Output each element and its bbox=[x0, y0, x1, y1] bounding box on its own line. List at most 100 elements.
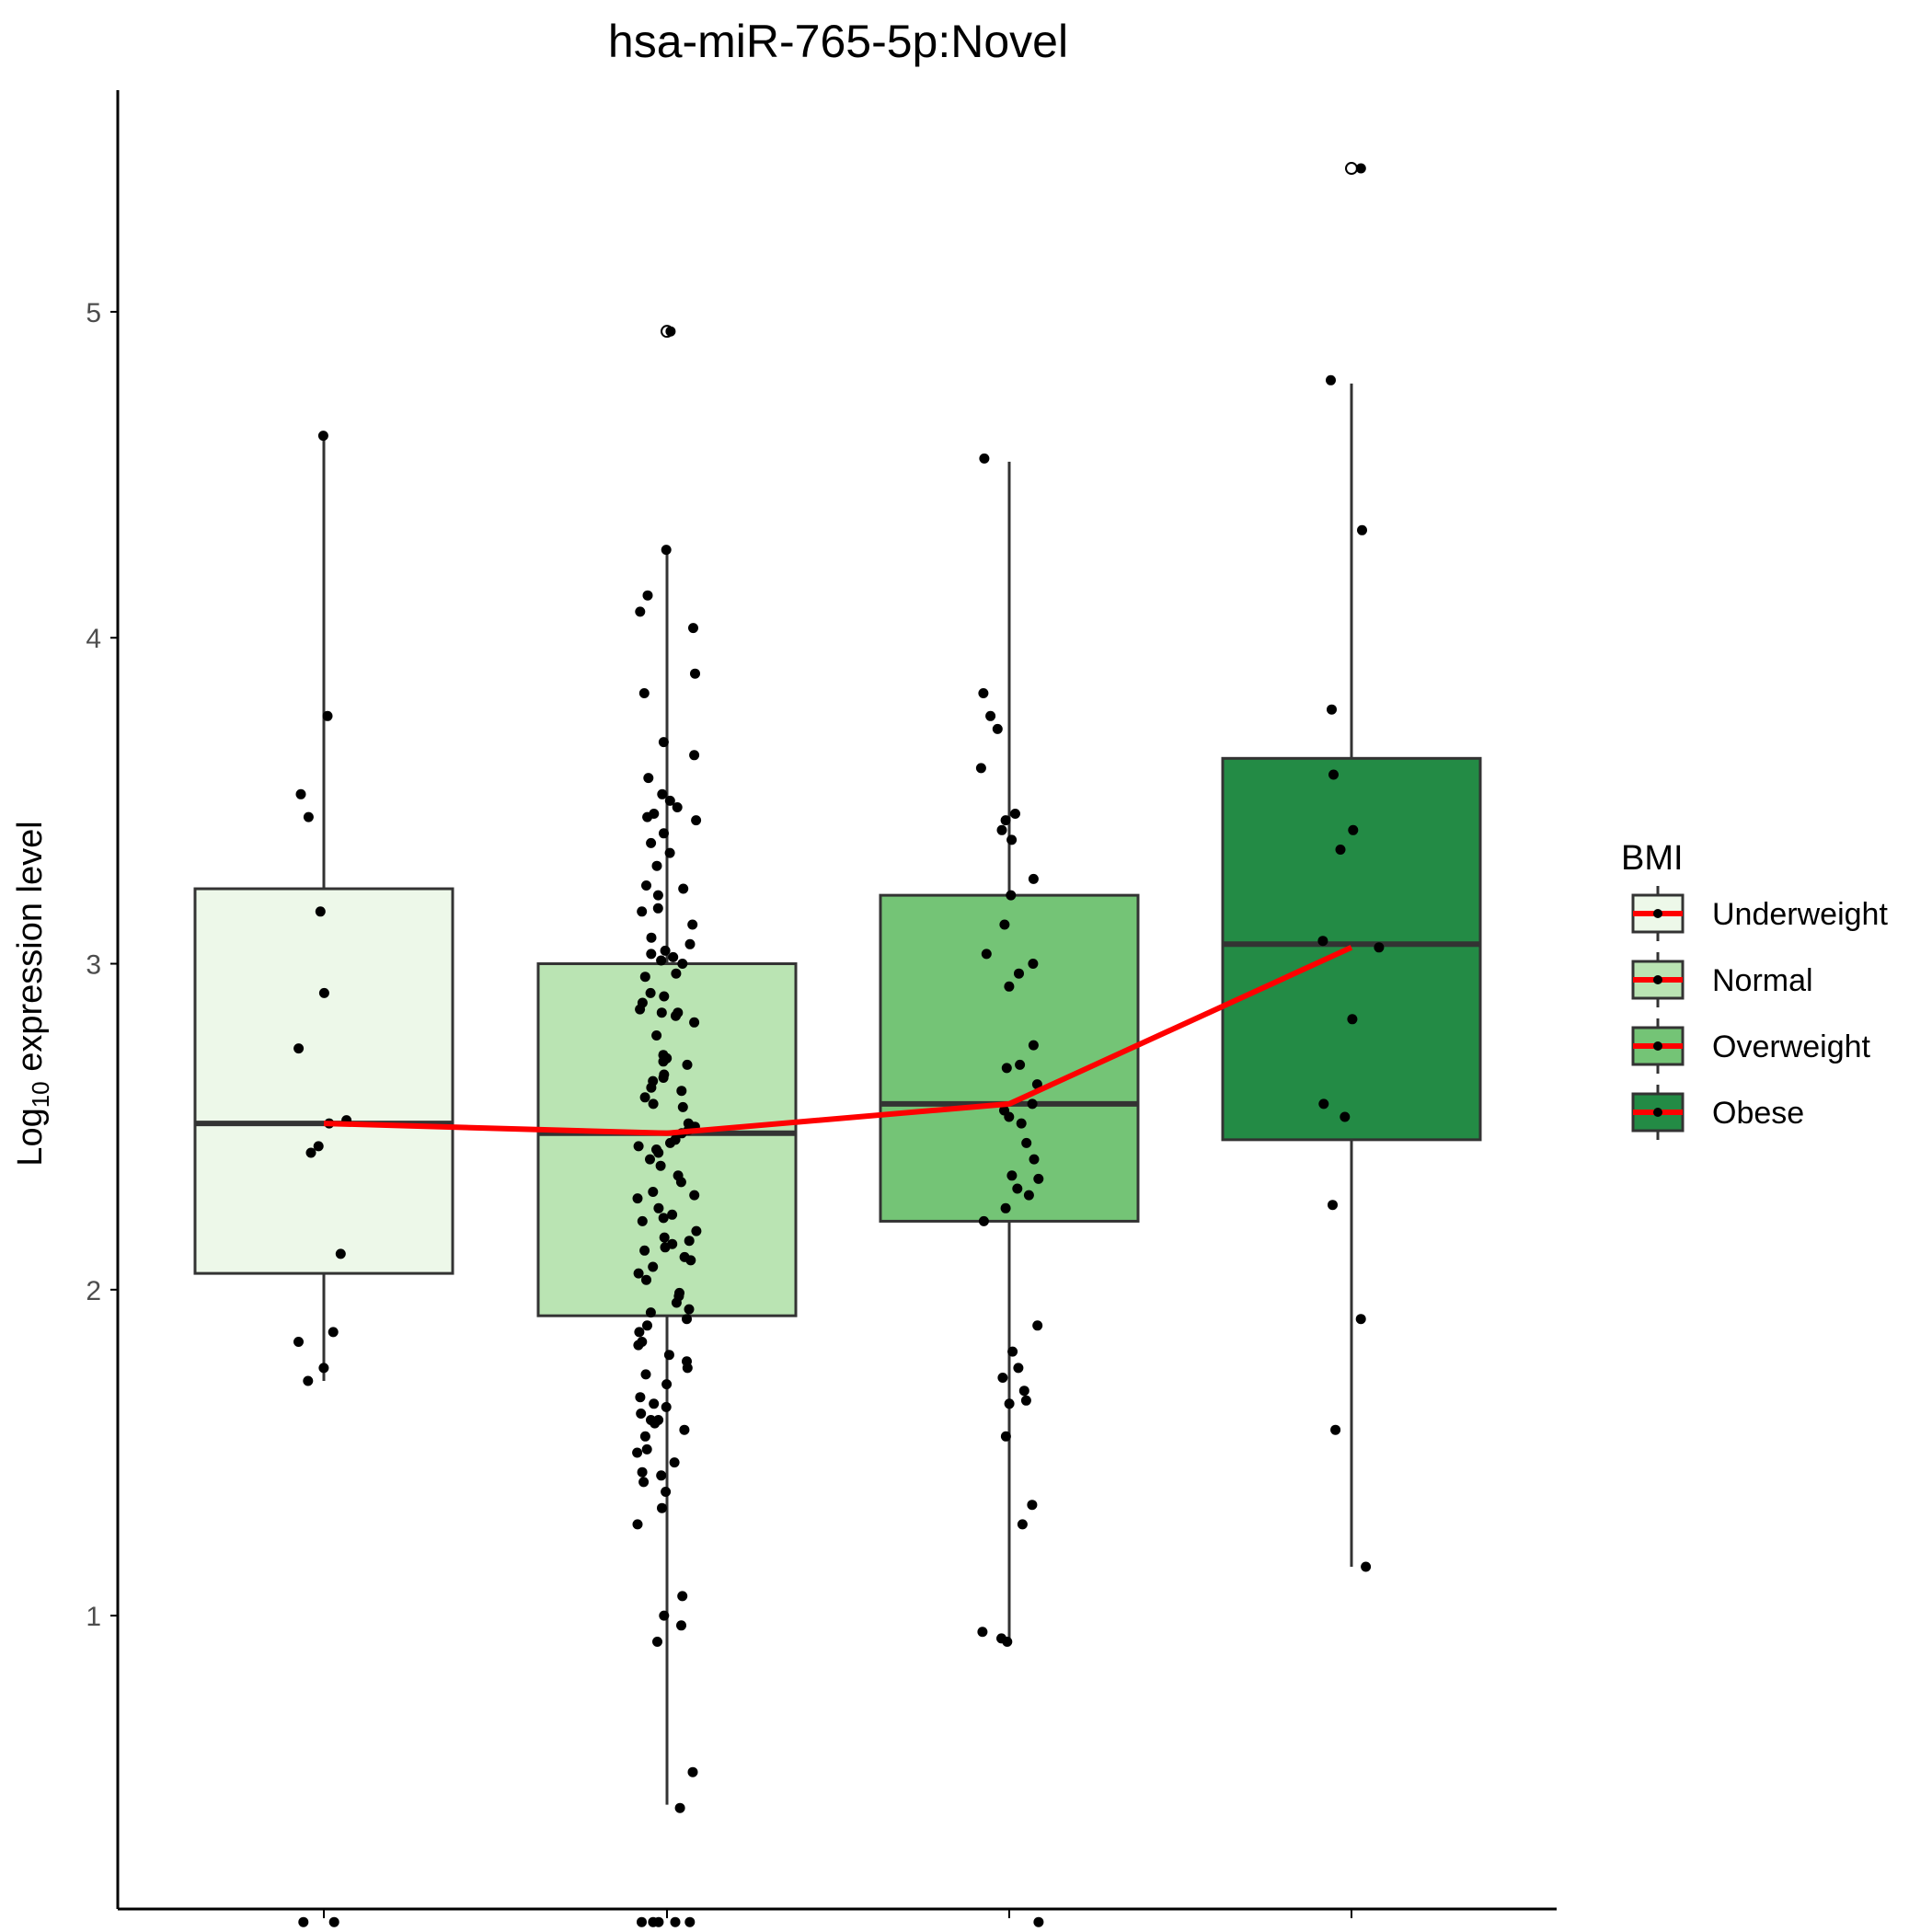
data-point bbox=[1327, 704, 1337, 715]
data-point bbox=[655, 1160, 666, 1171]
data-point bbox=[1031, 1079, 1042, 1090]
data-point bbox=[670, 1916, 681, 1927]
data-point bbox=[645, 1154, 655, 1165]
data-point bbox=[664, 847, 675, 858]
box-underweight bbox=[193, 439, 454, 1382]
y-axis-label: Log10 expression level bbox=[11, 821, 54, 1166]
data-point bbox=[633, 1141, 644, 1152]
data-point bbox=[328, 1327, 339, 1338]
data-point bbox=[676, 1086, 687, 1097]
data-point bbox=[293, 1043, 305, 1054]
legend-item-normal: Normal bbox=[1631, 952, 1813, 1007]
legend-key-point bbox=[1653, 909, 1662, 918]
data-point bbox=[657, 788, 668, 799]
data-point bbox=[640, 1369, 651, 1380]
data-point bbox=[1328, 769, 1339, 780]
data-point bbox=[298, 1916, 309, 1927]
data-point bbox=[979, 453, 990, 464]
data-point bbox=[978, 688, 989, 698]
data-point bbox=[635, 606, 646, 617]
data-point bbox=[663, 1350, 674, 1361]
data-point bbox=[648, 1098, 659, 1110]
data-point bbox=[1017, 1519, 1028, 1530]
legend-key-point bbox=[1653, 975, 1662, 984]
data-point bbox=[657, 1502, 667, 1513]
data-point bbox=[676, 1620, 686, 1631]
data-point bbox=[672, 802, 683, 812]
data-point bbox=[639, 1092, 650, 1103]
data-point bbox=[646, 1082, 657, 1093]
box-obese bbox=[1221, 162, 1482, 1567]
data-point bbox=[638, 1477, 650, 1488]
data-point bbox=[1006, 1170, 1018, 1181]
data-point bbox=[1004, 981, 1015, 992]
data-point bbox=[1010, 809, 1020, 819]
data-point bbox=[658, 1056, 669, 1067]
data-point bbox=[1000, 1431, 1011, 1442]
data-point bbox=[632, 1447, 643, 1458]
data-point bbox=[1355, 163, 1366, 174]
data-point bbox=[1018, 1386, 1029, 1397]
data-point bbox=[659, 828, 669, 839]
y-tick-label: 4 bbox=[86, 624, 101, 654]
data-point bbox=[1013, 1363, 1024, 1374]
data-point bbox=[665, 326, 676, 337]
data-point bbox=[675, 1177, 686, 1188]
data-point bbox=[318, 987, 329, 998]
data-point bbox=[648, 1261, 659, 1272]
data-point bbox=[651, 1030, 662, 1041]
data-point bbox=[1032, 1320, 1043, 1331]
data-point bbox=[1357, 524, 1367, 535]
data-point bbox=[1328, 1200, 1338, 1211]
chart-title: hsa-miR-765-5p:Novel bbox=[608, 16, 1068, 67]
data-point bbox=[677, 1591, 688, 1602]
data-point bbox=[641, 880, 651, 891]
legend-item-overweight: Overweight bbox=[1631, 1018, 1871, 1074]
data-point bbox=[636, 1409, 647, 1419]
data-point bbox=[1335, 845, 1346, 855]
legend-title: BMI bbox=[1621, 839, 1684, 878]
legend: BMI Underweight Normal Overweight Obese bbox=[1621, 839, 1888, 1140]
data-point bbox=[687, 919, 698, 930]
legend-label: Normal bbox=[1712, 963, 1813, 998]
data-point bbox=[1326, 374, 1336, 385]
data-point bbox=[632, 1519, 643, 1530]
data-point bbox=[1318, 1098, 1329, 1110]
data-point bbox=[658, 1213, 669, 1224]
data-point bbox=[646, 837, 657, 848]
data-point bbox=[665, 1137, 675, 1148]
data-point bbox=[677, 1101, 688, 1112]
data-point bbox=[335, 1248, 346, 1259]
data-point bbox=[996, 824, 1007, 835]
legend-key-point bbox=[1653, 1108, 1662, 1117]
data-point bbox=[651, 860, 662, 871]
data-point bbox=[658, 1073, 669, 1083]
data-point bbox=[642, 1320, 652, 1331]
data-point bbox=[315, 906, 326, 917]
data-point bbox=[303, 1375, 314, 1386]
data-point bbox=[682, 1314, 692, 1325]
data-point bbox=[1028, 1040, 1039, 1051]
y-axis-label-subscript: 10 bbox=[27, 1081, 54, 1108]
data-point bbox=[1029, 1154, 1040, 1165]
data-point bbox=[1027, 1500, 1038, 1511]
data-point bbox=[637, 1466, 648, 1478]
data-point bbox=[635, 1004, 646, 1015]
data-point bbox=[667, 1209, 678, 1220]
data-point bbox=[652, 1637, 662, 1647]
data-point bbox=[678, 883, 689, 894]
data-point bbox=[642, 590, 653, 601]
box-iqr bbox=[879, 893, 1140, 1223]
data-point bbox=[1006, 834, 1018, 845]
data-point bbox=[691, 815, 702, 826]
data-point bbox=[1340, 1111, 1351, 1122]
x-axis-ticks bbox=[323, 1909, 1352, 1918]
data-point bbox=[684, 1236, 695, 1247]
data-point bbox=[293, 1337, 304, 1347]
data-point bbox=[1033, 1916, 1044, 1927]
data-point bbox=[650, 1418, 661, 1429]
data-point bbox=[639, 972, 650, 983]
legend-item-underweight: Underweight bbox=[1631, 886, 1888, 941]
data-point bbox=[1006, 890, 1017, 901]
